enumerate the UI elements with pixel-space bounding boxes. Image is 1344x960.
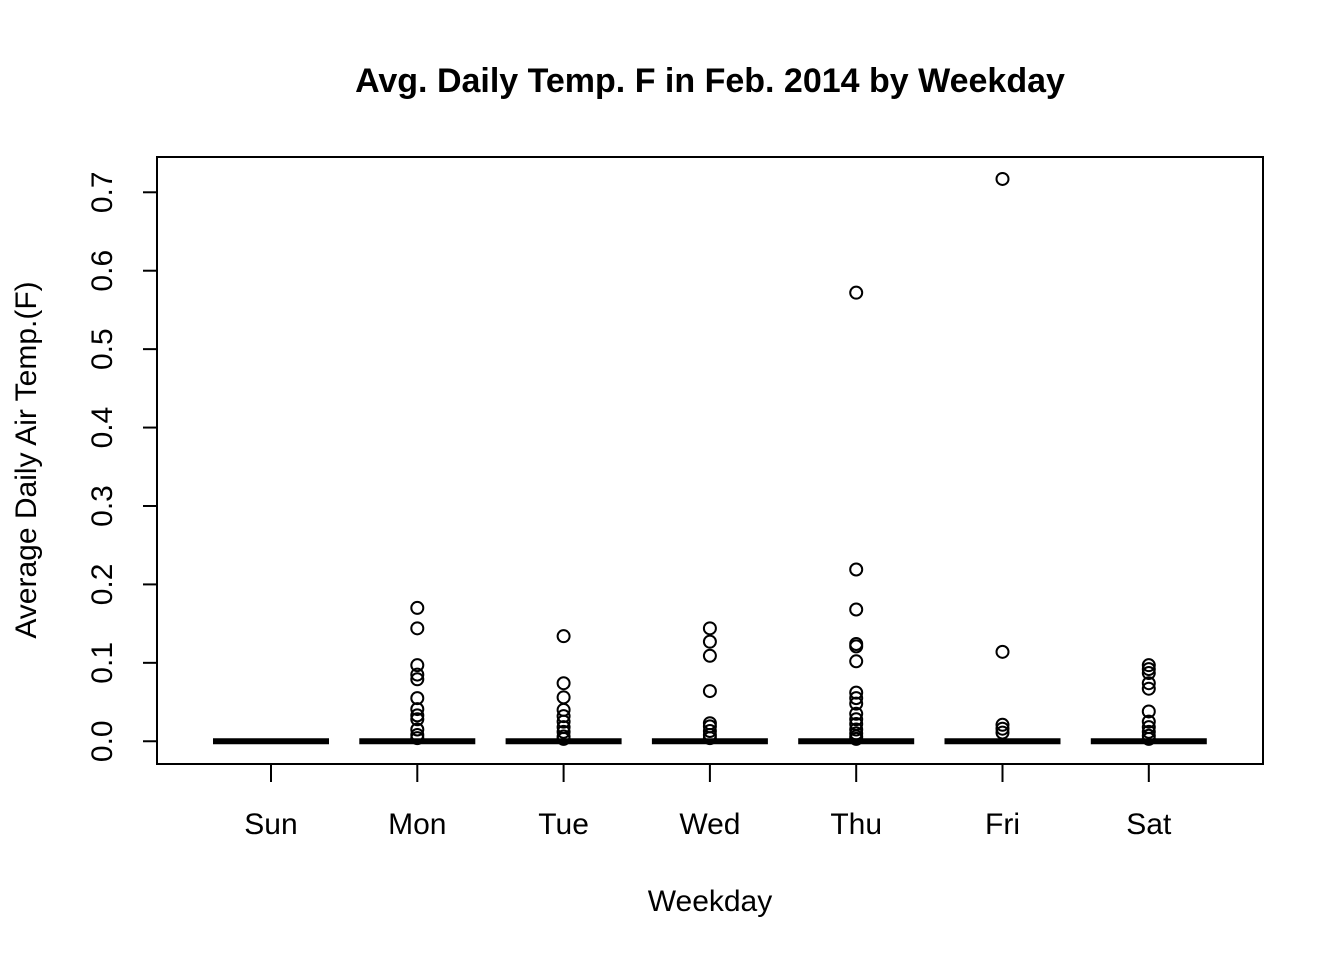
y-tick-label: 0.4 [86,407,119,449]
outlier-point [410,731,425,746]
outlier-point [1141,714,1156,729]
outlier-point [556,629,571,644]
x-tick-label: Sun [244,808,297,841]
outlier-point [410,672,425,687]
x-axis-label: Weekday [648,885,773,918]
outlier-point [995,725,1010,740]
outlier-point [410,621,425,636]
outlier-point [410,691,425,706]
x-tick-label: Wed [679,808,740,841]
outlier-point [410,708,425,723]
outlier-point [849,731,864,746]
outlier-point [410,702,425,717]
outlier-point [849,706,864,721]
outlier-point [702,634,717,649]
outlier-point [702,621,717,636]
outlier-point [702,684,717,699]
outlier-point [556,676,571,691]
outlier-point [556,714,571,729]
x-tick-label: Tue [538,808,589,841]
x-tick-label: Sat [1126,808,1172,841]
x-axis: Sun Mon Tue Wed Thu Fri Sat [244,763,1172,841]
box-thu [798,285,915,746]
outlier-point [702,724,717,739]
outlier-point [849,685,864,700]
outlier-point [556,724,571,739]
box-mon [359,600,476,746]
outlier-point [995,717,1010,732]
outlier-point [702,648,717,663]
box-wed [651,621,768,746]
outlier-point [1141,681,1156,696]
chart-title: Avg. Daily Temp. F in Feb. 2014 by Weekd… [355,62,1065,100]
outlier-point [410,712,425,727]
y-tick-label: 0.0 [86,720,119,762]
outlier-point [849,654,864,669]
outlier-point [849,639,864,654]
y-tick-label: 0.7 [86,171,119,213]
outlier-point [556,690,571,705]
outlier-point [556,731,571,746]
outlier-point [995,721,1010,736]
box-sat [1090,658,1207,746]
outlier-point [1141,724,1156,739]
outlier-point [849,562,864,577]
y-tick-label: 0.2 [86,564,119,606]
box-fri [944,171,1061,745]
y-axis: 0.0 0.1 0.2 0.3 0.4 0.5 0.6 0.7 [86,171,158,762]
outlier-point [849,285,864,300]
outlier-point [410,658,425,673]
outlier-point [849,602,864,617]
outlier-point [410,667,425,682]
x-tick-label: Thu [830,808,882,841]
outlier-point [1141,658,1156,673]
outlier-point [1141,676,1156,691]
y-tick-label: 0.6 [86,250,119,292]
y-tick-label: 0.1 [86,642,119,684]
outlier-point [556,709,571,724]
outlier-point [1141,704,1156,719]
box-tue [505,629,622,746]
outlier-point [849,696,864,711]
outlier-point [849,722,864,737]
y-tick-label: 0.5 [86,328,119,370]
outlier-point [410,722,425,737]
outlier-point [995,171,1010,186]
x-tick-label: Mon [388,808,446,841]
outlier-point [702,731,717,746]
outlier-point [995,644,1010,659]
x-tick-label: Fri [985,808,1020,841]
boxes [213,171,1207,746]
outlier-point [1141,662,1156,677]
y-tick-label: 0.3 [86,485,119,527]
outlier-point [1141,666,1156,681]
outlier-point [1141,731,1156,746]
outlier-point [849,691,864,706]
outlier-point [410,600,425,615]
y-axis-label: Average Daily Air Temp.(F) [10,281,43,638]
outlier-point [849,712,864,727]
plot-frame [156,156,1264,765]
